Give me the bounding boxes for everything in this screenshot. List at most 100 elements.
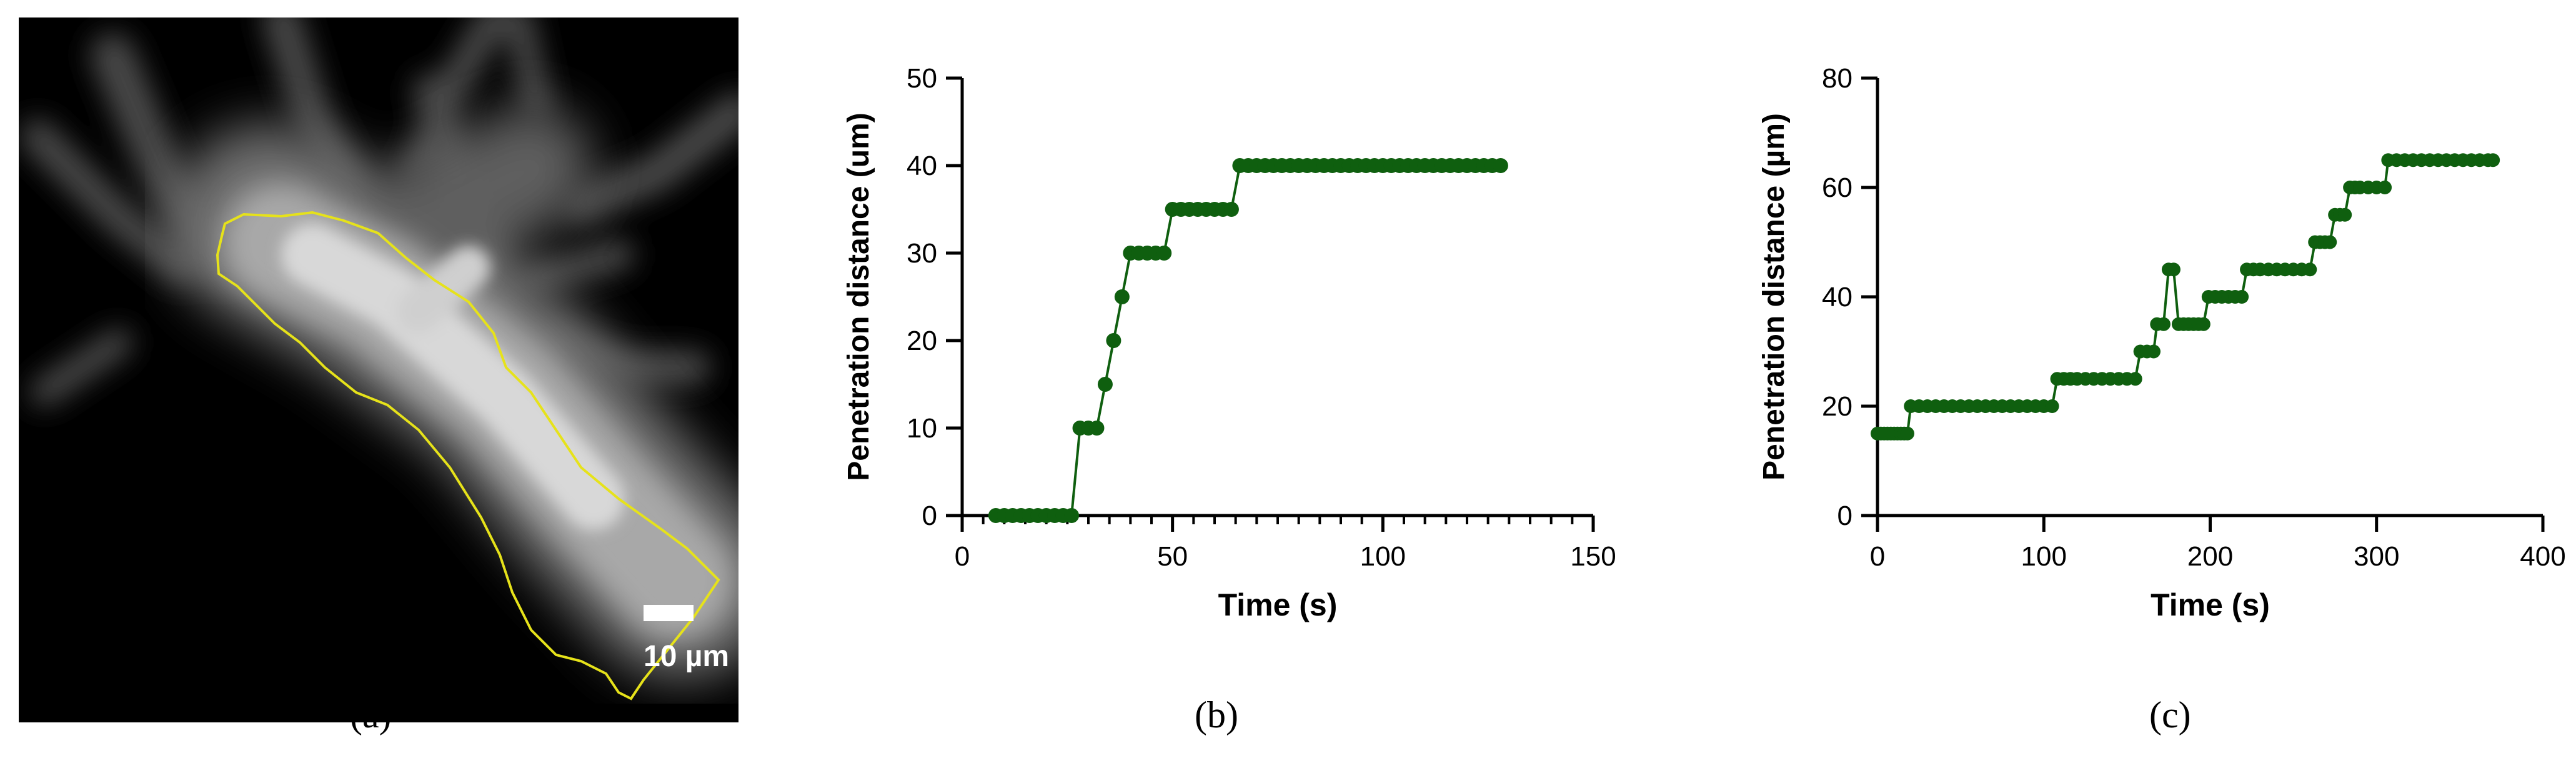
scale-bar-label: 10 µm [644, 640, 729, 673]
chart1-data-point [1358, 158, 1374, 173]
chart2-data-point [2328, 207, 2342, 222]
chart2-data-point [2278, 262, 2292, 277]
chart2-data-point [1937, 399, 1951, 413]
chart2-data-point [2028, 399, 2042, 413]
chart1-data-point [1013, 508, 1029, 523]
chart2-data-point [1979, 399, 1993, 413]
chart1-data-point [1493, 158, 1508, 173]
chart1-data-point [1097, 377, 1113, 392]
chart1-data-point [1308, 158, 1323, 173]
chart2-data-point [1904, 399, 1918, 413]
panel-label-c: (c) [2149, 694, 2191, 736]
chart2-y-tick-label: 0 [1838, 501, 1852, 531]
chart2-data-point [2186, 317, 2201, 331]
chart2-data-point [2240, 262, 2254, 277]
chart2-data-point [2318, 235, 2332, 249]
chart2-data-point [2472, 153, 2487, 167]
chart2-data-point [2181, 317, 2196, 331]
chart1-data-point [1240, 158, 1256, 173]
chart1-data-point [1392, 158, 1408, 173]
cell-outline [216, 211, 720, 701]
chart1-data-point [1266, 158, 1281, 173]
chart1-data-point [1089, 421, 1105, 436]
chart2-data-point [1970, 399, 1984, 413]
chart2-data-point [2161, 262, 2176, 277]
chart2-data-point [2431, 153, 2445, 167]
chart1-data-point [1484, 158, 1500, 173]
chart2-data-point [2406, 153, 2420, 167]
chart1-data-point [988, 508, 1003, 523]
chart2-data-point [2156, 317, 2171, 331]
chart2-data-point [2140, 344, 2154, 359]
chart2-data-point [2070, 372, 2084, 386]
chart1-data-point [1468, 158, 1483, 173]
chart2-data-point [2333, 207, 2347, 222]
chart2-data-point [1920, 399, 1934, 413]
chart2-data-point [2261, 262, 2275, 277]
chart2-data-point [2398, 153, 2412, 167]
chart2-data-point [1954, 399, 1968, 413]
chart1-data-point [1316, 158, 1332, 173]
chart2-data-point [2176, 317, 2191, 331]
chart1-data-point [1038, 508, 1054, 523]
chart1-data-point [1257, 158, 1273, 173]
chart1-data-point [1333, 158, 1348, 173]
chart2-data-point [1897, 426, 1911, 441]
chart2-data-point [2303, 262, 2317, 277]
chart1-y-tick-label: 20 [907, 326, 937, 356]
panel-label-b: (b) [1195, 694, 1238, 736]
chart2-data-point [2020, 399, 2034, 413]
chart2-data-point [2221, 290, 2235, 304]
chart1-data-point [1173, 202, 1189, 217]
chart1-data-point [1123, 246, 1138, 261]
chart2-data-point [1871, 426, 1884, 441]
chart1-x-axis-label: Time (s) [1218, 587, 1338, 622]
chart2-data-point [2270, 262, 2284, 277]
chart1-data-point [1131, 246, 1146, 261]
chart2-data-point [1995, 399, 2009, 413]
chart1-data-point [1198, 202, 1214, 217]
chart1-group: 0 50 100 150 0 10 20 30 40 50 Time (s) Penetration … [842, 63, 1616, 622]
chart2-data-point [2338, 207, 2352, 222]
chart2-data-point [2369, 181, 2384, 194]
chart2-data-point [1890, 426, 1904, 441]
chart2-data-point [1884, 426, 1898, 441]
chart1-data-point [1283, 158, 1298, 173]
chart2-data-point [2486, 153, 2500, 167]
chart2-data-point [2037, 399, 2051, 413]
chart2-y-tick-label: 80 [1822, 63, 1852, 94]
chart1-data-point [1476, 158, 1491, 173]
chart2-data-point [2246, 262, 2260, 277]
chart2-data-point [2228, 290, 2242, 304]
chart2-data-point [2235, 290, 2249, 304]
chart1-data-point [1400, 158, 1416, 173]
chart2-data-point [2087, 372, 2101, 386]
chart1-series-line [995, 164, 1501, 517]
chart2-data-point [2348, 181, 2362, 194]
chart2-data-point [2343, 181, 2357, 194]
chart2-group: 0 100 200 300 400 0 20 40 60 80 Time (s) Penetratio… [1758, 63, 2566, 622]
chart1-data-point [1460, 158, 1474, 173]
chart1-data-point [1325, 158, 1340, 173]
chart2-data-point [2215, 290, 2229, 304]
scale-bar [644, 605, 694, 621]
chart1-data-point [1106, 333, 1121, 348]
chart1-data-point [1140, 246, 1155, 261]
chart1-data-point [1223, 202, 1239, 217]
chart2-data-point [2012, 399, 2026, 413]
chart1-data-point [1291, 158, 1306, 173]
chart1-x-tick-label: 0 [955, 541, 970, 572]
chart1-data-point [1383, 158, 1399, 173]
chart2-data-point [1987, 399, 2001, 413]
chart2-data-point [2414, 153, 2429, 167]
chart2-data-point [2308, 235, 2322, 249]
chart2-x-axis-label: Time (s) [2151, 587, 2270, 622]
chart2-data-point [2196, 317, 2210, 331]
chart1-data-point [1005, 508, 1020, 523]
chart2-data-point [2389, 153, 2404, 167]
chart2-data-point [2063, 372, 2077, 386]
chart2-data-point [1900, 426, 1914, 441]
chart1-y-tick-label: 10 [907, 413, 937, 444]
chart2-data-point [2133, 344, 2147, 359]
chart2-data-point [2208, 290, 2222, 304]
